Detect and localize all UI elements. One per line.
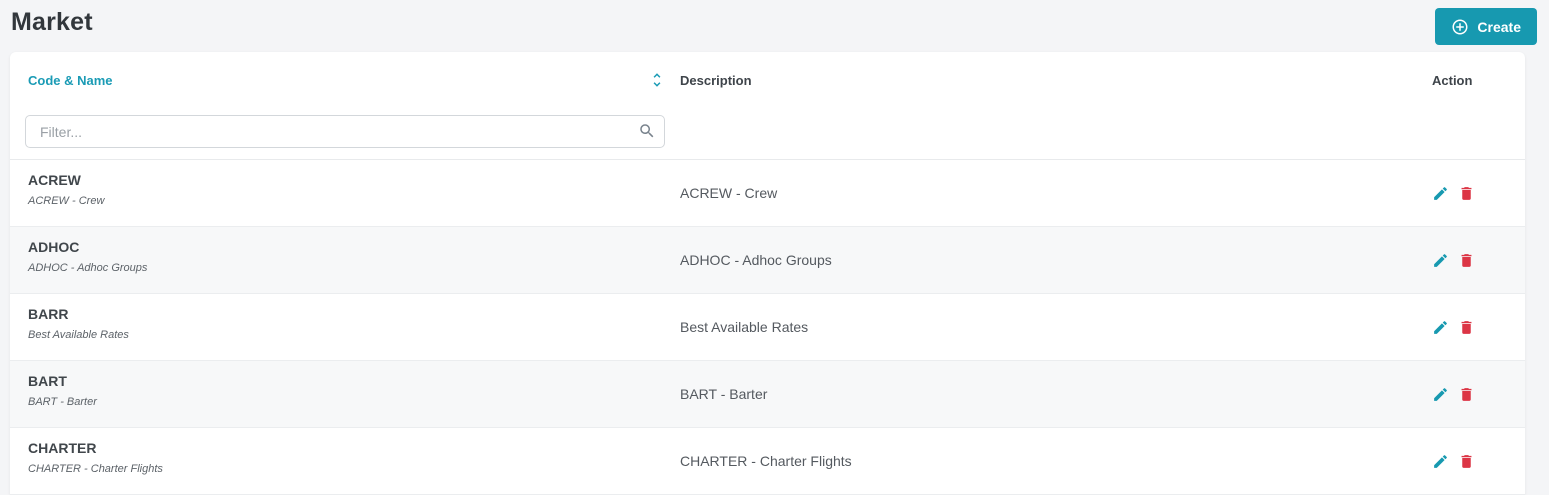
pencil-icon [1432,453,1449,470]
column-header-code-name: Code & Name [10,70,670,90]
create-button-label: Create [1477,18,1521,35]
column-header-action: Action [1432,72,1473,88]
table-row: ACREW ACREW - Crew ACREW - Crew [10,160,1525,227]
row-name: ADHOC - Adhoc Groups [28,262,148,274]
delete-button[interactable] [1458,453,1475,470]
table-row: BART BART - Barter BART - Barter [10,361,1525,428]
row-code: ADHOC [28,239,80,255]
table-row: BARR Best Available Rates Best Available… [10,294,1525,361]
table-body: ACREW ACREW - Crew ACREW - Crew ADHOC AD… [10,160,1525,495]
action-cell [1420,294,1525,360]
row-description: ADHOC - Adhoc Groups [680,252,832,268]
action-cell [1420,428,1525,494]
pencil-icon [1432,252,1449,269]
row-description: CHARTER - Charter Flights [680,453,852,469]
trash-icon [1458,386,1475,403]
code-name-cell: CHARTER CHARTER - Charter Flights [10,428,670,494]
unfold-sort-icon[interactable] [648,70,666,90]
table-row: CHARTER CHARTER - Charter Flights CHARTE… [10,428,1525,495]
row-description: ACREW - Crew [680,185,778,201]
action-cell [1420,227,1525,293]
table-row: ADHOC ADHOC - Adhoc Groups ADHOC - Adhoc… [10,227,1525,294]
page-title: Market [11,8,93,36]
row-code: ACREW [28,172,81,188]
delete-button[interactable] [1458,386,1475,403]
filter-field-wrapper [25,115,665,148]
code-name-cell: ADHOC ADHOC - Adhoc Groups [10,227,670,293]
delete-button[interactable] [1458,185,1475,202]
row-name: CHARTER - Charter Flights [28,463,163,475]
row-code: BARR [28,306,69,322]
row-code: BART [28,373,67,389]
row-name: ACREW - Crew [28,195,105,207]
plus-circle-icon [1451,18,1469,36]
filter-row [10,108,1525,160]
trash-icon [1458,453,1475,470]
trash-icon [1458,319,1475,336]
code-name-header-label[interactable]: Code & Name [28,72,113,88]
create-button[interactable]: Create [1435,8,1537,45]
row-name: Best Available Rates [28,329,129,341]
market-table-card: Code & Name Description Action ACREW ACR… [10,52,1525,495]
row-name: BART - Barter [28,396,97,408]
trash-icon [1458,252,1475,269]
row-description: Best Available Rates [680,319,809,335]
row-description: BART - Barter [680,386,768,402]
filter-input[interactable] [25,115,665,148]
pencil-icon [1432,319,1449,336]
trash-icon [1458,185,1475,202]
pencil-icon [1432,185,1449,202]
code-name-cell: BARR Best Available Rates [10,294,670,360]
edit-button[interactable] [1432,453,1449,470]
code-name-cell: ACREW ACREW - Crew [10,160,670,226]
edit-button[interactable] [1432,386,1449,403]
page-header: Market Create [0,0,1549,52]
action-cell [1420,160,1525,226]
table-header-row: Code & Name Description Action [10,52,1525,108]
search-icon[interactable] [638,122,656,145]
action-cell [1420,361,1525,427]
code-name-cell: BART BART - Barter [10,361,670,427]
column-header-description: Description [680,72,752,88]
delete-button[interactable] [1458,319,1475,336]
delete-button[interactable] [1458,252,1475,269]
edit-button[interactable] [1432,185,1449,202]
pencil-icon [1432,386,1449,403]
row-code: CHARTER [28,440,97,456]
edit-button[interactable] [1432,319,1449,336]
edit-button[interactable] [1432,252,1449,269]
